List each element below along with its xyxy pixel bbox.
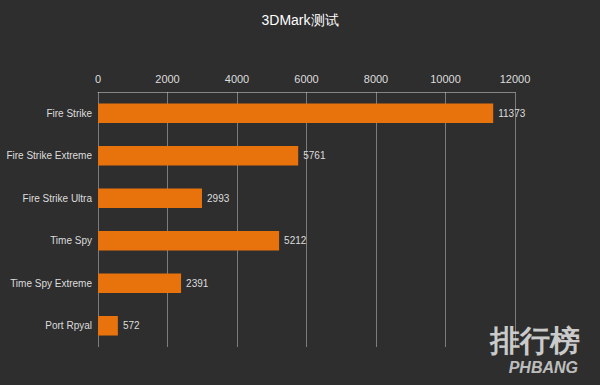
svg-text:Fire Strike Extreme: Fire Strike Extreme — [6, 150, 92, 161]
svg-text:6000: 6000 — [294, 73, 318, 85]
svg-text:2993: 2993 — [207, 193, 230, 204]
svg-text:Time Spy: Time Spy — [50, 235, 92, 246]
svg-text:Port Rpyal: Port Rpyal — [45, 320, 92, 331]
svg-text:3DMark测试: 3DMark测试 — [261, 12, 338, 28]
svg-text:PHBANG: PHBANG — [509, 359, 578, 376]
svg-text:4000: 4000 — [225, 73, 249, 85]
svg-text:2391: 2391 — [186, 278, 209, 289]
svg-text:Fire Strike Ultra: Fire Strike Ultra — [23, 193, 93, 204]
svg-text:Fire Strike: Fire Strike — [46, 108, 92, 119]
svg-text:10000: 10000 — [430, 73, 461, 85]
svg-text:12000: 12000 — [500, 73, 531, 85]
svg-text:572: 572 — [123, 320, 140, 331]
svg-text:0: 0 — [95, 73, 101, 85]
svg-text:排行榜: 排行榜 — [489, 324, 580, 357]
svg-text:5761: 5761 — [303, 150, 326, 161]
svg-text:11373: 11373 — [498, 108, 526, 119]
svg-text:2000: 2000 — [155, 73, 179, 85]
svg-text:Time Spy Extreme: Time Spy Extreme — [10, 278, 92, 289]
svg-text:8000: 8000 — [364, 73, 388, 85]
svg-text:5212: 5212 — [284, 235, 307, 246]
